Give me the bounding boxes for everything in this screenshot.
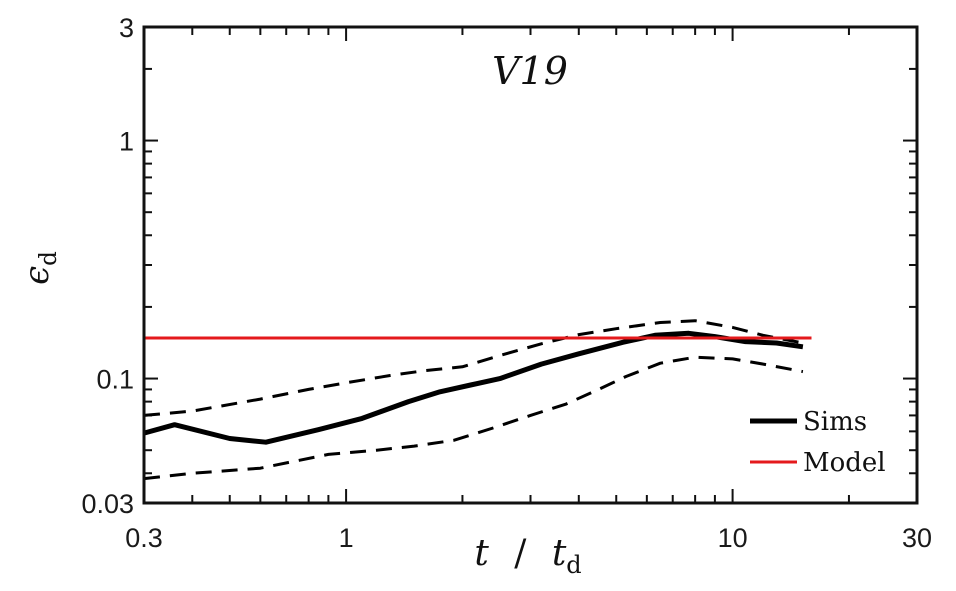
series-layer <box>143 319 812 481</box>
y-axis-label: ϵd <box>17 251 62 285</box>
sims-dashed-bound-line <box>143 355 804 481</box>
sims-dashed-bound-line <box>143 319 804 417</box>
x-label-sep: / <box>514 533 527 574</box>
plot-frame <box>142 25 919 505</box>
chart-title: V19 <box>492 49 568 93</box>
title-text: V19 <box>492 49 568 93</box>
x-label-denom: t <box>552 533 567 574</box>
legend-label-sims: Sims <box>803 407 867 437</box>
y-tick-label: 3 <box>119 13 134 43</box>
y-label-sub: d <box>36 251 62 266</box>
x-tick-label: 0.3 <box>125 523 163 553</box>
y-tick-labels: 0.03 0.1 1 3 <box>81 13 134 519</box>
y-tick-label: 1 <box>119 127 134 157</box>
x-label-denom-sub: d <box>566 551 581 579</box>
x-tick-labels: 0.3 1 10 30 <box>125 523 932 553</box>
x-label-var: t <box>474 533 489 574</box>
y-label-var: ϵ <box>17 266 57 285</box>
y-tick-label: 0.03 <box>81 489 134 519</box>
x-tick-label: 30 <box>902 523 932 553</box>
y-tick-label: 0.1 <box>96 365 134 395</box>
x-tick-label: 1 <box>339 523 354 553</box>
sims-line <box>143 330 804 445</box>
axis-ticks <box>143 26 918 504</box>
x-axis-label: t / td <box>474 533 581 579</box>
legend: Sims Model <box>750 407 886 478</box>
x-tick-label: 10 <box>718 523 748 553</box>
legend-label-model: Model <box>803 448 886 478</box>
